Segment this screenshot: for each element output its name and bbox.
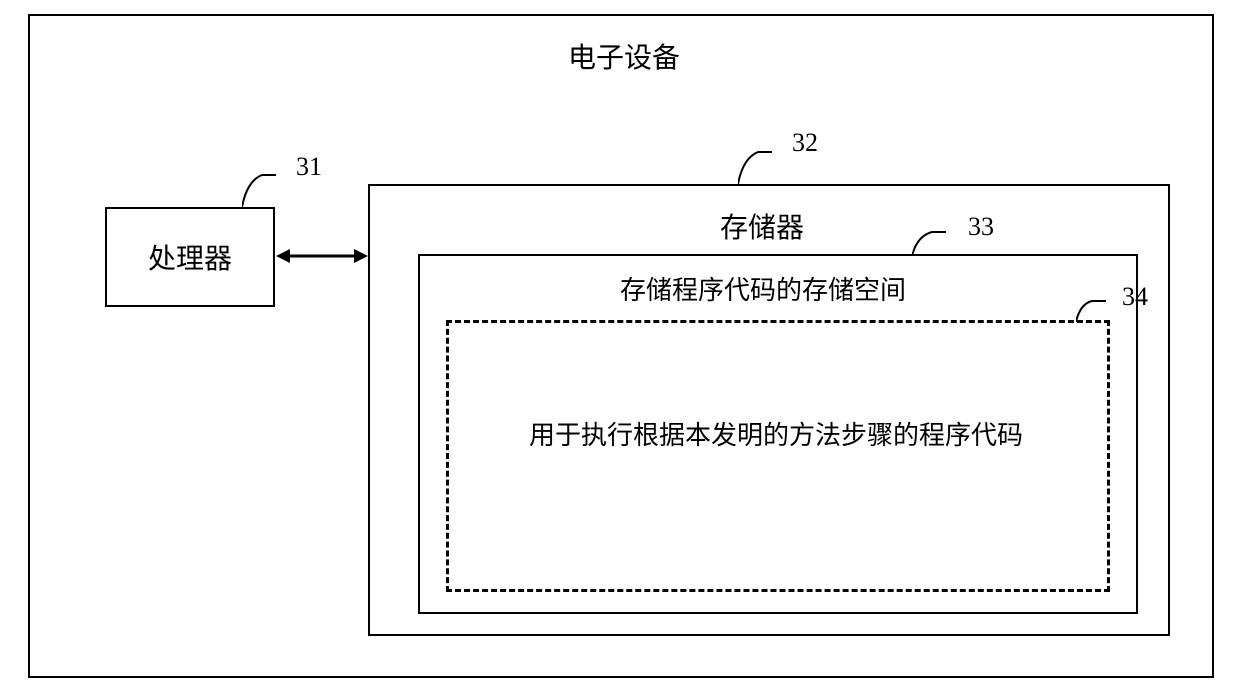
memory-ref: 32 [792, 128, 818, 158]
processor-ref: 31 [296, 152, 322, 182]
memory-label: 存储器 [720, 206, 804, 246]
memory-leader [738, 148, 778, 184]
program-code-leader [1076, 298, 1112, 322]
program-code-ref: 34 [1122, 282, 1148, 312]
storage-space-label: 存储程序代码的存储空间 [620, 270, 906, 307]
bidir-arrow [276, 244, 368, 268]
storage-space-ref: 33 [968, 212, 994, 242]
processor-label: 处理器 [148, 237, 232, 277]
outer-device-title: 电子设备 [568, 36, 680, 76]
diagram-canvas: 电子设备 处理器 31 存储器 32 存储程序代码的存储空间 33 用于执行根据… [0, 0, 1240, 695]
processor-leader [242, 171, 282, 207]
storage-space-leader [912, 228, 952, 256]
program-code-label: 用于执行根据本发明的方法步骤的程序代码 [516, 414, 1036, 458]
processor-box: 处理器 [105, 207, 275, 307]
